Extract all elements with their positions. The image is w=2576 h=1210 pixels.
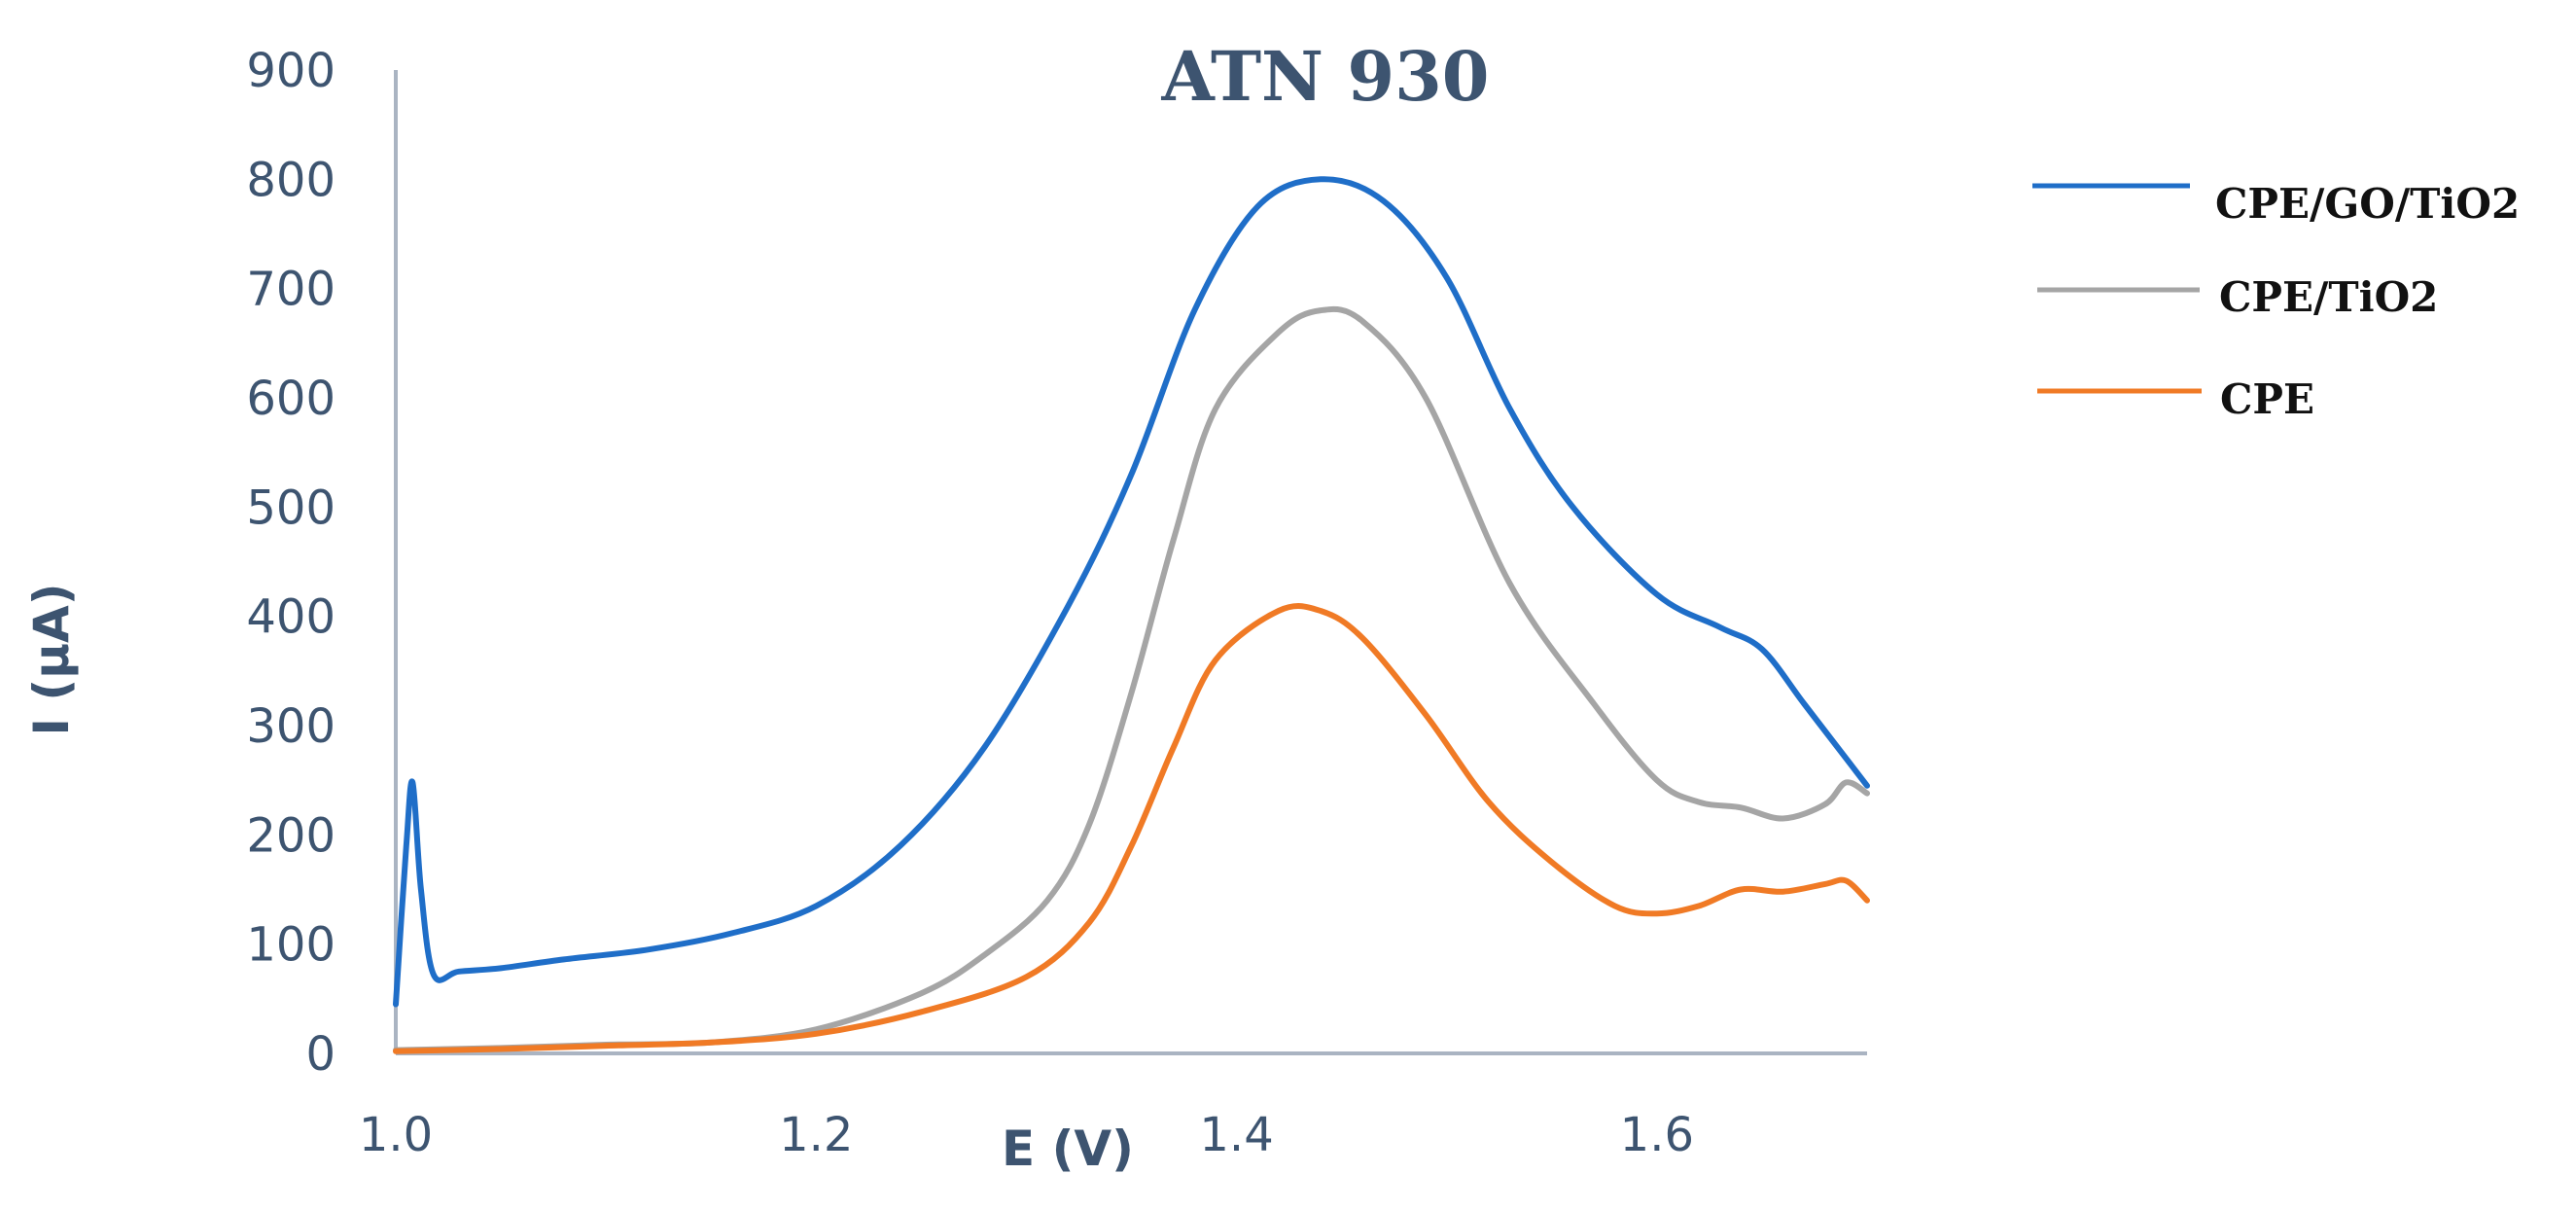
y-tick-labels: 0 100 200 300 400 500 600 700 800 900 bbox=[246, 44, 335, 1082]
x-tick-label: 1.6 bbox=[1620, 1108, 1694, 1162]
series-line-cpe-tio2 bbox=[393, 305, 1870, 1053]
x-axis-title: E (V) bbox=[1002, 1121, 1134, 1177]
plot-area bbox=[393, 176, 1870, 1054]
y-tick-label: 900 bbox=[246, 44, 335, 98]
series-line-cpe-go-tio2 bbox=[393, 176, 1870, 1008]
x-tick-label: 1.4 bbox=[1199, 1108, 1273, 1162]
y-tick-label: 600 bbox=[246, 372, 335, 426]
chart-title: ATN 930 bbox=[1160, 36, 1489, 117]
legend-label-cpe-tio2: CPE/TiO2 bbox=[2219, 273, 2438, 321]
y-tick-label: 100 bbox=[246, 918, 335, 973]
y-axis-title: I (µA) bbox=[23, 583, 80, 735]
y-tick-label: 0 bbox=[305, 1027, 335, 1082]
y-tick-label: 800 bbox=[246, 153, 335, 207]
legend-label-cpe: CPE bbox=[2220, 375, 2314, 423]
legend: CPE/GO/TiO2 CPE/TiO2 CPE bbox=[2032, 180, 2520, 423]
y-tick-label: 500 bbox=[246, 480, 335, 535]
legend-label-cpe-go-tio2: CPE/GO/TiO2 bbox=[2215, 180, 2520, 228]
x-tick-labels: 1.0 1.2 1.4 1.6 bbox=[359, 1108, 1694, 1162]
x-tick-label: 1.2 bbox=[779, 1108, 853, 1162]
x-tick-label: 1.0 bbox=[359, 1108, 433, 1162]
series-line-cpe bbox=[393, 603, 1870, 1054]
y-tick-label: 400 bbox=[246, 590, 335, 645]
y-tick-label: 700 bbox=[246, 263, 335, 317]
y-tick-label: 200 bbox=[246, 808, 335, 863]
y-tick-label: 300 bbox=[246, 699, 335, 754]
